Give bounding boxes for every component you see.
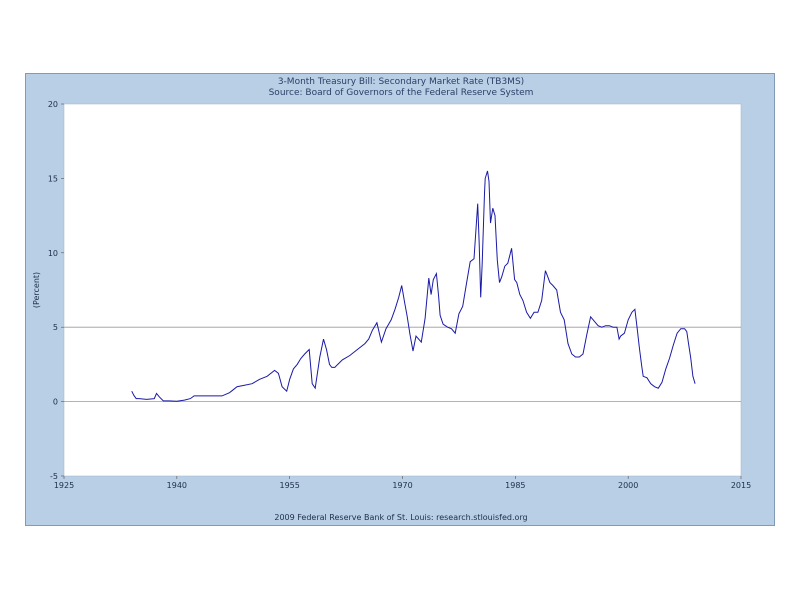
y-tick-layer: -5 0 5 10 15 20 <box>48 100 64 481</box>
y-tick-label: -5 <box>50 472 58 481</box>
chart-subtitle: Source: Board of Governors of the Federa… <box>269 88 534 98</box>
y-axis-label: (Percent) <box>32 272 41 308</box>
x-tick-label: 1970 <box>392 481 412 490</box>
y-tick-label: 10 <box>48 249 58 258</box>
x-tick-label: 1955 <box>279 481 299 490</box>
series-line-tb3ms <box>131 170 696 402</box>
y-tick-label: 20 <box>48 100 58 109</box>
chart-svg: 3-Month Treasury Bill: Secondary Market … <box>32 77 751 522</box>
x-tick-label: 2015 <box>731 481 751 490</box>
chart-frame: 3-Month Treasury Bill: Secondary Market … <box>25 73 775 526</box>
x-tick-layer: 1925 1940 1955 1970 1985 2000 2015 <box>54 476 751 490</box>
y-tick-label: 5 <box>53 323 58 332</box>
x-tick-label: 2000 <box>618 481 638 490</box>
y-tick-label: 15 <box>48 174 58 183</box>
x-tick-label: 1985 <box>505 481 525 490</box>
x-tick-label: 1925 <box>54 481 74 490</box>
y-tick-label: 0 <box>53 398 58 407</box>
x-tick-label: 1940 <box>167 481 187 490</box>
chart-footer: 2009 Federal Reserve Bank of St. Louis: … <box>274 513 527 522</box>
chart-title: 3-Month Treasury Bill: Secondary Market … <box>278 77 524 87</box>
